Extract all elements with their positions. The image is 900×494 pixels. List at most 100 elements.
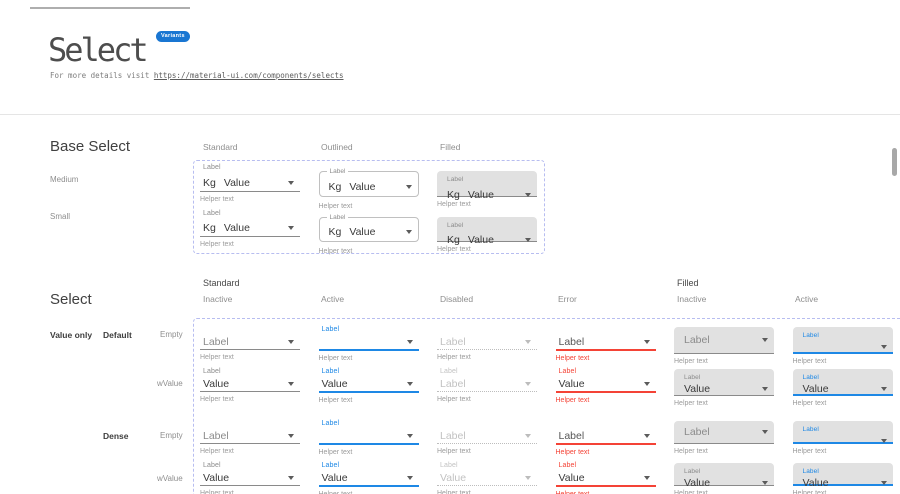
select-trigger[interactable]: Kg Value [203, 174, 300, 191]
select-trigger[interactable]: Label [440, 377, 537, 391]
select-label: Label [440, 368, 458, 375]
dropdown-arrow-icon [880, 344, 887, 349]
select-label: Label [802, 374, 819, 381]
dropdown-arrow-icon [288, 476, 294, 480]
select-trigger[interactable]: Value [322, 471, 419, 485]
select-trigger[interactable]: Value [440, 471, 537, 485]
dropdown-arrow-icon [525, 382, 531, 386]
row-header-dense-empty: Empty [160, 431, 183, 440]
select-underline [437, 391, 537, 392]
details-link[interactable]: https://material-ui.com/components/selec… [153, 71, 344, 80]
select-trigger[interactable]: Label [559, 429, 656, 443]
select-value: Label [203, 336, 229, 348]
select-label: Label [684, 374, 701, 381]
select-trigger[interactable]: Value [322, 377, 419, 391]
select-value: Label [684, 334, 710, 346]
dropdown-arrow-icon [288, 434, 294, 438]
row-header-small: Small [50, 212, 71, 221]
column-header-inactive-standard: Inactive [203, 294, 233, 304]
helper-text: Helper text [318, 397, 353, 404]
group-header-filled: Filled [677, 278, 699, 288]
select-filled-active: Label Helper text [792, 325, 893, 366]
select-trigger[interactable]: Label Value [674, 463, 774, 489]
select-trigger[interactable]: Label Kg Value [437, 217, 537, 246]
select-trigger[interactable]: Label [440, 335, 537, 349]
column-header-error: Error [558, 294, 577, 304]
dropdown-arrow-icon [643, 434, 650, 438]
select-trigger[interactable]: Value [203, 471, 300, 485]
select-outlined-inactive: Label Kg Value Helper text [318, 209, 419, 256]
helper-text: Helper text [674, 490, 708, 494]
select-label: Label [558, 368, 577, 375]
select-trigger[interactable]: Label Kg Value [318, 168, 419, 197]
dropdown-arrow-icon [762, 430, 768, 434]
select-trigger[interactable]: Label [792, 421, 893, 444]
row-header-default-empty: Empty [160, 330, 183, 339]
select-label [559, 325, 656, 335]
row-header-default: Default [103, 330, 132, 340]
select-trigger: Kg Value [447, 186, 537, 203]
helper-text: Helper text [200, 354, 234, 361]
select-label: Label [203, 462, 221, 469]
select-trigger[interactable]: Label Kg Value [437, 171, 537, 201]
select-trigger[interactable] [322, 335, 419, 349]
subtitle-text: For more details visit [50, 71, 154, 80]
select-trigger[interactable]: Label [203, 335, 300, 349]
column-header-active-filled: Active [795, 294, 819, 304]
row-header-dense-wvalue: wValue [157, 474, 183, 483]
select-trigger[interactable]: Label [440, 429, 537, 443]
column-header-active-standard: Active [321, 294, 345, 304]
select-underline [200, 191, 300, 192]
select-label: Label [321, 368, 340, 375]
select-trigger[interactable]: Label [674, 421, 774, 444]
select-trigger[interactable]: Label [203, 429, 300, 443]
select-standard-active: Label Helper text [318, 325, 419, 366]
select-trigger: Value [684, 382, 774, 395]
scrollbar-thumb[interactable] [892, 148, 897, 176]
select-underline [318, 443, 419, 445]
select-trigger [803, 340, 893, 353]
select-underline [555, 391, 656, 393]
select-label [440, 325, 537, 335]
select-standard-disabled: Label Helper text [437, 325, 537, 366]
top-divider [30, 7, 190, 9]
select-trigger[interactable] [322, 429, 419, 443]
select-underline [200, 485, 300, 486]
select-label: Label [321, 462, 340, 469]
select-filled-inactive: Label Helper text [674, 325, 774, 366]
select-trigger[interactable]: Kg Value [203, 220, 300, 236]
helper-text: Helper text [318, 203, 353, 210]
select-label: Label [326, 214, 349, 222]
dropdown-arrow-icon [880, 438, 887, 443]
select-standard-inactive: Label Helper text [200, 325, 300, 366]
select-trigger[interactable]: Label Value [792, 463, 893, 489]
select-value: Value [321, 472, 348, 484]
dropdown-arrow-icon [525, 340, 531, 344]
select-trigger[interactable]: Label [792, 327, 893, 354]
select-underline [437, 443, 537, 444]
select-underline [318, 391, 419, 393]
select-trigger: Label [684, 334, 774, 347]
select-trigger[interactable]: Value [559, 471, 656, 485]
select-trigger[interactable]: Label Kg Value [318, 214, 419, 242]
select-value: Value [467, 234, 494, 246]
helper-text: Helper text [555, 355, 590, 362]
select-label [440, 419, 537, 429]
select-trigger[interactable]: Label [559, 335, 656, 349]
select-underline [200, 391, 300, 392]
select-trigger: Value [803, 382, 893, 395]
select-trigger[interactable]: Label Value [674, 369, 774, 396]
select-label: Label [802, 332, 819, 339]
dropdown-arrow-icon [880, 480, 887, 485]
select-trigger[interactable]: Value [203, 377, 300, 391]
select-label: Label [802, 468, 819, 475]
select-trigger[interactable]: Label Value [792, 369, 893, 396]
select-trigger[interactable]: Value [559, 377, 656, 391]
helper-text: Helper text [792, 358, 827, 365]
select-trigger[interactable]: Label [674, 327, 774, 354]
helper-text: Helper text [319, 491, 419, 494]
group-header-standard: Standard [203, 278, 240, 288]
select-value: Value [440, 472, 467, 484]
